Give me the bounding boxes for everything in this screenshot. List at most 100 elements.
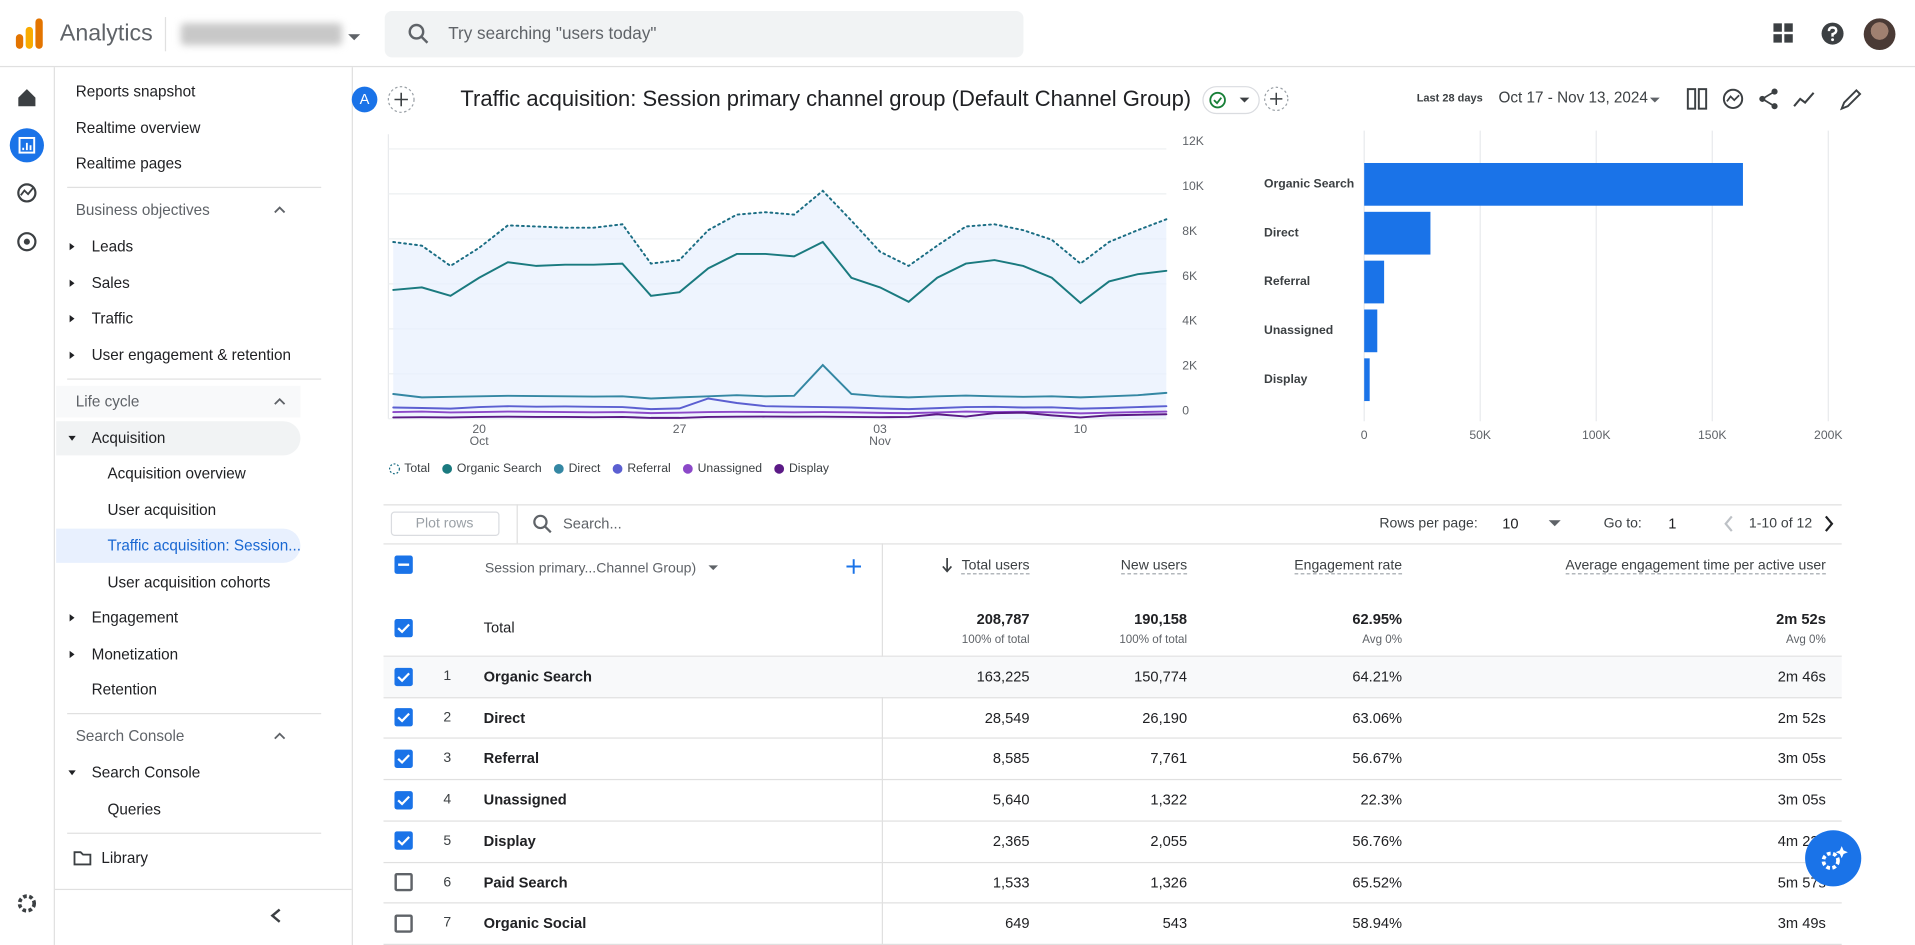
metric-header[interactable]: Total users: [961, 558, 1030, 575]
settings-icon[interactable]: [17, 894, 37, 913]
y-tick-label: 8K: [1182, 224, 1197, 238]
row-dimension: Organic Search: [483, 667, 592, 685]
collapse-chevron[interactable]: [274, 205, 286, 214]
row-checkbox[interactable]: [393, 790, 413, 809]
x-tick-label: 50K: [1469, 428, 1491, 442]
row-value: 28,549: [984, 708, 1030, 727]
account-selector[interactable]: [180, 23, 342, 46]
legend-label: Display: [789, 461, 830, 475]
add-comparison[interactable]: [387, 85, 415, 113]
apps-icon[interactable]: [1773, 23, 1793, 43]
home-icon[interactable]: [18, 89, 36, 107]
section-header[interactable]: Life cycle: [75, 392, 140, 410]
metric-header[interactable]: New users: [1120, 558, 1188, 575]
check-mark: [396, 671, 410, 682]
section-header[interactable]: Search Console: [75, 727, 185, 745]
date-label: Last 28 days: [1416, 91, 1483, 104]
avatar[interactable]: [1863, 18, 1896, 51]
row-checkbox[interactable]: [393, 831, 413, 851]
explore-icon[interactable]: [17, 183, 37, 203]
expand-arrow[interactable]: [67, 613, 77, 623]
expand-arrow[interactable]: [67, 649, 77, 659]
title-actions[interactable]: [1202, 85, 1300, 115]
report-toolbar[interactable]: [1649, 85, 1869, 112]
go-to-input[interactable]: 1: [1668, 515, 1677, 533]
nav-item[interactable]: Monetization: [91, 645, 179, 663]
search-box[interactable]: [384, 10, 1024, 58]
plot-rows-button[interactable]: [390, 511, 500, 536]
assistant-button[interactable]: [1804, 829, 1863, 888]
date-range[interactable]: Oct 17 - Nov 13, 2024: [1498, 89, 1648, 107]
row-checkbox[interactable]: [393, 708, 413, 727]
row-dimension: Unassigned: [483, 791, 567, 809]
dimension-caret[interactable]: [708, 565, 719, 571]
nav-subitem[interactable]: User acquisition cohorts: [107, 573, 271, 591]
add-dimension[interactable]: [846, 559, 862, 574]
nav-item[interactable]: Retention: [91, 681, 157, 699]
collapse-chevron[interactable]: [274, 396, 286, 405]
nav-subitem[interactable]: Queries: [107, 800, 161, 818]
expand-arrow[interactable]: [67, 278, 77, 288]
nav-item[interactable]: Reports snapshot: [75, 83, 196, 101]
collapse-chevron[interactable]: [274, 731, 286, 740]
series-line: [392, 411, 1168, 419]
nav-item[interactable]: Acquisition: [91, 429, 166, 447]
nav-item[interactable]: Realtime overview: [75, 119, 201, 137]
nav-item[interactable]: Traffic: [91, 310, 134, 328]
row-checkbox[interactable]: [393, 872, 413, 892]
rows-per-page-select[interactable]: 10: [1502, 515, 1519, 533]
table-search-input[interactable]: Search...: [563, 515, 622, 533]
y-tick-label: 4K: [1182, 314, 1197, 328]
comparison-badge[interactable]: A: [351, 86, 378, 113]
nav-item[interactable]: Engagement: [91, 609, 179, 627]
select-all-checkbox[interactable]: [394, 555, 413, 574]
dimension-header[interactable]: Session primary...Channel Group): [484, 561, 697, 577]
expanded-arrow[interactable]: [67, 433, 77, 443]
section-header[interactable]: Business objectives: [75, 201, 210, 219]
legend-swatch: [682, 463, 693, 474]
nav-item[interactable]: Realtime pages: [75, 155, 182, 173]
nav-item[interactable]: User engagement & retention: [91, 346, 292, 364]
x-tick-label: 0: [1361, 428, 1368, 442]
row-checkbox[interactable]: [393, 667, 413, 686]
advertising-icon[interactable]: [17, 232, 37, 252]
check-mark: [396, 713, 410, 723]
y-tick-label: 12K: [1182, 134, 1204, 148]
account-caret[interactable]: [348, 34, 361, 41]
total-value: 190,158: [1134, 610, 1188, 628]
nav-item[interactable]: Leads: [91, 238, 134, 256]
report-title: Traffic acquisition: Session primary cha…: [460, 86, 1192, 112]
library-link[interactable]: Library: [101, 849, 149, 867]
row-rank: 5: [443, 833, 452, 849]
row-value: 56.67%: [1352, 750, 1403, 768]
expand-arrow[interactable]: [67, 350, 77, 360]
x-tick-label: 100K: [1582, 428, 1611, 442]
row-value: 8,585: [992, 750, 1030, 768]
help-icon[interactable]: [1821, 22, 1844, 45]
metric-header[interactable]: Average engagement time per active user: [1565, 558, 1826, 575]
y-tick-label: 10K: [1182, 179, 1204, 193]
next-page[interactable]: [1823, 515, 1834, 532]
collapse-sidebar[interactable]: [270, 908, 282, 923]
divider: [383, 820, 1842, 822]
row-checkbox[interactable]: [393, 914, 413, 933]
row-checkbox[interactable]: [393, 749, 413, 768]
total-checkbox[interactable]: [393, 618, 413, 637]
expand-arrow[interactable]: [67, 242, 77, 252]
divider: [67, 713, 322, 715]
nav-item[interactable]: Search Console: [91, 764, 201, 782]
expand-arrow[interactable]: [67, 314, 77, 324]
metric-header[interactable]: Engagement rate: [1294, 558, 1403, 575]
legend-label: Unassigned: [698, 461, 762, 475]
nav-subitem[interactable]: User acquisition: [107, 501, 217, 519]
divider: [383, 737, 1842, 740]
nav-subitem[interactable]: Traffic acquisition: Session...: [107, 537, 301, 555]
expanded-arrow[interactable]: [67, 768, 77, 778]
rows-caret[interactable]: [1548, 520, 1561, 527]
nav-item[interactable]: Sales: [91, 274, 130, 292]
nav-subitem[interactable]: Acquisition overview: [107, 465, 246, 483]
sort-arrow[interactable]: [942, 557, 953, 573]
folder-icon[interactable]: [73, 850, 92, 865]
prev-page[interactable]: [1723, 515, 1734, 532]
